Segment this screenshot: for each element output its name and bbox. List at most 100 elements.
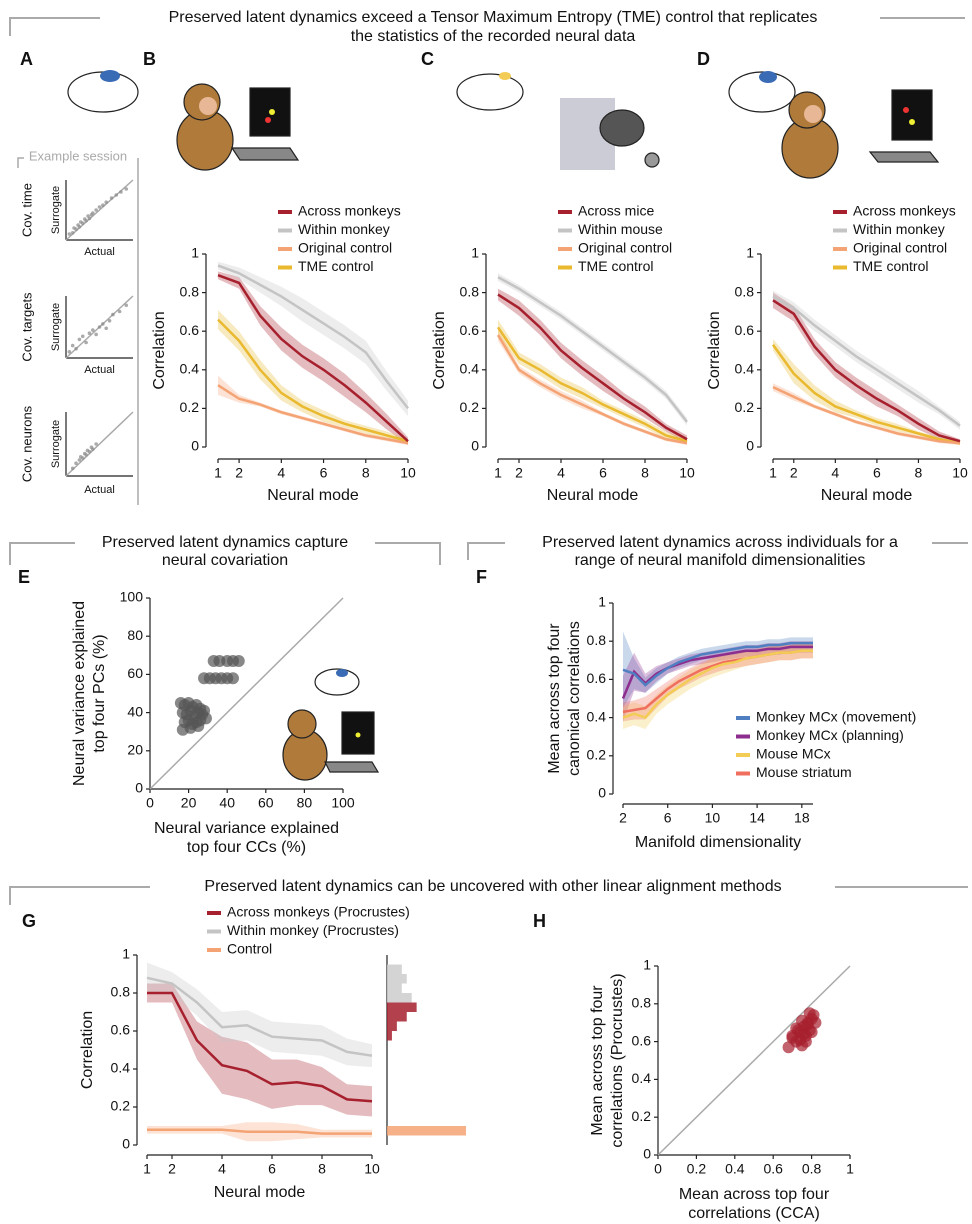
point xyxy=(796,1014,808,1027)
y-tick-label: 0 xyxy=(471,438,479,454)
legend-label: Monkey MCx (movement) xyxy=(756,709,916,725)
legend-label: Within monkey (Procrustes) xyxy=(227,922,399,938)
y-tick-label: 0.6 xyxy=(460,322,480,338)
x-tick-label: 2 xyxy=(790,465,798,481)
y-tick-label: 1 xyxy=(598,594,606,610)
histogram-bar xyxy=(387,1012,407,1022)
legend-label: Control xyxy=(227,941,272,957)
y-tick-label: 0.8 xyxy=(460,283,480,299)
x-tick-label: 10 xyxy=(364,1161,380,1177)
error-band xyxy=(218,261,408,417)
y-tick-label: 0.4 xyxy=(587,708,607,724)
header: neural covariation xyxy=(162,552,288,569)
line xyxy=(217,318,409,443)
point xyxy=(84,340,88,345)
histogram-bar xyxy=(387,974,407,984)
point xyxy=(67,350,72,354)
error-band xyxy=(147,983,372,1117)
x-tick-label: 14 xyxy=(749,810,765,826)
histogram-bar xyxy=(387,1002,417,1012)
y-tick-label: 0 xyxy=(135,780,143,796)
line xyxy=(497,293,688,441)
line xyxy=(147,1128,372,1135)
point xyxy=(109,196,114,200)
legend-label: Monkey MCx (planning) xyxy=(756,727,904,743)
error-band xyxy=(498,288,687,444)
x-tick-label: 0 xyxy=(146,795,154,811)
line xyxy=(496,334,688,445)
point xyxy=(94,208,98,212)
illustrations xyxy=(67,70,940,781)
panel-letter: D xyxy=(697,49,710,69)
point xyxy=(97,205,102,209)
line xyxy=(217,384,409,445)
point xyxy=(91,211,95,215)
error-band xyxy=(218,375,408,446)
x-tick-label: 6 xyxy=(664,810,672,826)
point xyxy=(77,225,82,229)
y-tick-label: 20 xyxy=(127,742,143,758)
legend-label: TME control xyxy=(578,258,653,274)
legend-label: Within monkey xyxy=(853,221,945,237)
header: Preserved latent dynamics can be uncover… xyxy=(204,878,781,895)
y-tick-label: 0.4 xyxy=(735,361,755,377)
y-tick-label: 0.8 xyxy=(735,283,755,299)
y-axis-label: Neural variance explained xyxy=(71,601,88,786)
x-tick-label: 1 xyxy=(214,465,222,481)
point xyxy=(119,190,123,194)
y-tick-label: 80 xyxy=(127,627,143,643)
point xyxy=(101,203,105,207)
x-axis-label: Neural mode xyxy=(547,487,639,504)
x-axis-label: Neural mode xyxy=(267,487,359,504)
point xyxy=(101,322,105,326)
header: Preserved latent dynamics capture xyxy=(102,534,348,551)
header: the statistics of the recorded neural da… xyxy=(351,28,636,45)
y-axis-label: Surrogate xyxy=(50,186,62,234)
panel-letter: F xyxy=(476,567,487,587)
point xyxy=(117,309,122,314)
y-tick-label: 0.6 xyxy=(735,322,755,338)
y-tick-label: 0.2 xyxy=(632,1108,652,1124)
x-tick-label: 8 xyxy=(915,465,923,481)
histogram-bar xyxy=(387,1021,397,1031)
histogram-bar xyxy=(387,1031,392,1041)
point xyxy=(192,719,205,732)
line xyxy=(217,274,409,443)
identity-line xyxy=(657,965,851,1156)
line xyxy=(497,276,688,423)
x-tick-label: 2 xyxy=(619,810,627,826)
point xyxy=(70,466,75,471)
y-tick-label: 40 xyxy=(127,703,143,719)
x-tick-label: 2 xyxy=(235,465,243,481)
x-axis-label: Neural mode xyxy=(214,1184,306,1201)
x-axis-label: Neural mode xyxy=(821,487,913,504)
legend-label: Mouse MCx xyxy=(756,746,831,762)
point xyxy=(114,193,119,197)
x-axis-label: Actual xyxy=(84,246,115,258)
line xyxy=(622,641,813,687)
panel-letter: G xyxy=(22,911,36,931)
y-tick-label: 0.4 xyxy=(460,361,480,377)
histogram-bar xyxy=(387,1126,466,1136)
y-axis-label: correlations (Procrustes) xyxy=(609,973,626,1147)
point xyxy=(74,227,78,231)
x-tick-label: 0.6 xyxy=(763,1161,783,1177)
legend-label: Within mouse xyxy=(578,221,663,237)
line xyxy=(146,976,373,1057)
point xyxy=(80,456,85,460)
y-tick-label: 0 xyxy=(746,438,754,454)
legend-label: Across monkeys xyxy=(853,203,956,219)
y-tick-label: 0.4 xyxy=(180,361,200,377)
point xyxy=(74,461,78,466)
legend-label: Across monkeys (Procrustes) xyxy=(227,904,410,920)
y-axis-label: canonical correlations xyxy=(566,621,583,776)
legend-label: TME control xyxy=(853,258,928,274)
x-tick-label: 1 xyxy=(143,1161,151,1177)
point xyxy=(104,200,108,204)
y-tick-label: 1 xyxy=(643,957,651,973)
x-tick-label: 1 xyxy=(769,465,777,481)
identity-line xyxy=(65,411,134,477)
x-tick-label: 8 xyxy=(318,1161,326,1177)
point xyxy=(77,458,82,462)
